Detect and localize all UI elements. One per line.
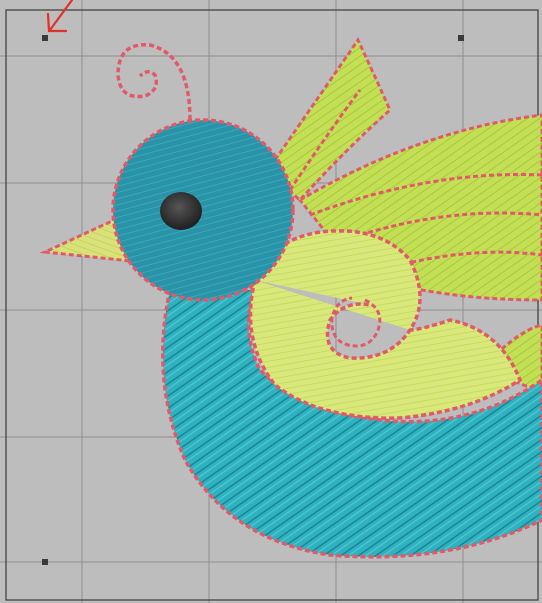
annotation-arrow-icon — [46, 0, 74, 33]
selection-handle-top-left[interactable] — [42, 35, 48, 41]
upper-wing-feather[interactable] — [273, 36, 392, 203]
head-curl — [116, 43, 192, 121]
bird-head[interactable] — [111, 118, 295, 302]
selection-handle-bottom-left[interactable] — [42, 559, 48, 565]
bird-wing[interactable] — [248, 229, 523, 420]
bird-eye — [160, 192, 202, 230]
wing-spiral — [330, 296, 382, 348]
bird-body[interactable] — [160, 288, 542, 559]
design-boundary — [5, 9, 539, 601]
selection-handle-top-right[interactable] — [458, 35, 464, 41]
